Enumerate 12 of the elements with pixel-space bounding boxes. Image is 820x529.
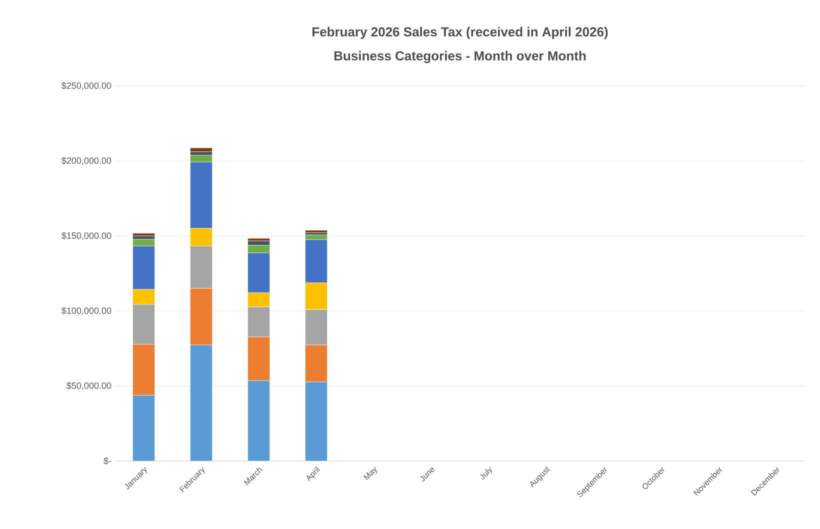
y-tick-label: $50,000.00 [66, 382, 112, 390]
y-tick-label: $200,000.00 [62, 157, 112, 165]
chart-subtitle: Business Categories - Month over Month [334, 50, 586, 64]
y-tick-label: $- [104, 457, 112, 465]
y-tick-label: $100,000.00 [62, 307, 112, 315]
chart-title: February 2026 Sales Tax (received in April 2026) [312, 26, 608, 40]
bar [305, 230, 328, 233]
bar [190, 148, 212, 152]
y-tick-label: $250,000.00 [62, 82, 112, 90]
y-tick-label: $150,000.00 [62, 232, 112, 240]
x-tick-label: July [480, 467, 492, 480]
x-tick-label: May [364, 466, 377, 480]
